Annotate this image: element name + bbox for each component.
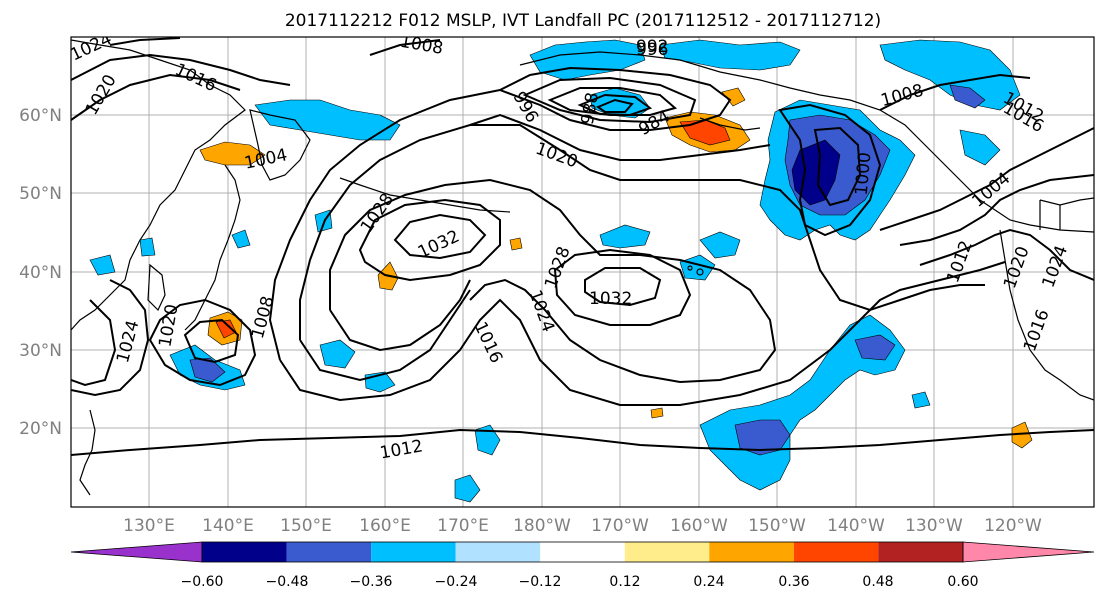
colorbar-tick-label: 0.12 [609, 574, 640, 590]
colorbar-tick-label: 0.24 [693, 574, 724, 590]
lat-label: 60°N [19, 106, 62, 126]
lon-label: 180°W [513, 516, 571, 536]
colorbar-segment [709, 542, 794, 562]
colorbar-segment [878, 542, 963, 562]
colorbar-segment [793, 542, 879, 562]
lat-label: 30°N [19, 341, 62, 361]
lon-label: 130°W [905, 516, 963, 536]
lon-label: 140°W [827, 516, 885, 536]
colorbar-tick-label: 0.36 [778, 574, 809, 590]
isobar-label: 996 [636, 40, 668, 60]
colorbar-segment [202, 542, 287, 562]
colorbar-tick-label: 0.60 [947, 574, 978, 590]
lat-label: 50°N [19, 184, 62, 204]
isobar-label: 992 [636, 37, 668, 57]
lon-label: 140°E [202, 516, 254, 536]
lon-label: 150°W [748, 516, 806, 536]
lon-label: 160°W [670, 516, 728, 536]
lon-label: 170°W [591, 516, 649, 536]
isobar-label: 1000 [852, 151, 876, 196]
lat-label: 40°N [19, 263, 62, 283]
lon-label: 150°E [280, 516, 332, 536]
map-frame [70, 36, 1095, 508]
colorbar-segment [455, 542, 541, 562]
colorbar-tick-label: −0.48 [266, 574, 309, 590]
colorbar-segment [371, 542, 456, 562]
lon-label: 160°E [359, 516, 411, 536]
map-title: 2017112212 F012 MSLP, IVT Landfall PC (2… [285, 11, 881, 31]
ivt-positive-shading [199, 87, 1033, 449]
coastlines [71, 39, 1094, 496]
colorbar-segment [540, 542, 625, 562]
isobar-label: 1032 [589, 289, 632, 309]
lon-label: 130°E [123, 516, 175, 536]
colorbar-tick-label: −0.36 [350, 574, 393, 590]
colorbar-segment [624, 542, 710, 562]
lat-label: 20°N [19, 419, 62, 439]
isobars [71, 37, 1094, 456]
lon-label: 170°E [437, 516, 489, 536]
colorbar [70, 541, 1095, 563]
colorbar-outline [201, 541, 964, 563]
colorbar-tick-labels: −0.60 −0.48 −0.36 −0.24 −0.12 0.12 0.24 … [181, 574, 979, 590]
lon-label: 120°W [984, 516, 1042, 536]
colorbar-tick-label: 0.48 [862, 574, 893, 590]
colorbar-segment [962, 541, 1095, 563]
colorbar-segment [286, 542, 372, 562]
colorbar-tick-label: −0.60 [181, 574, 224, 590]
colorbar-tick-label: −0.12 [519, 574, 562, 590]
longitude-labels: 130°E 140°E 150°E 160°E 170°E 180°W 170°… [123, 516, 1042, 536]
latitude-labels: 60°N 50°N 40°N 30°N 20°N [19, 106, 62, 439]
colorbar-segment [70, 541, 203, 563]
colorbar-tick-label: −0.24 [435, 574, 478, 590]
